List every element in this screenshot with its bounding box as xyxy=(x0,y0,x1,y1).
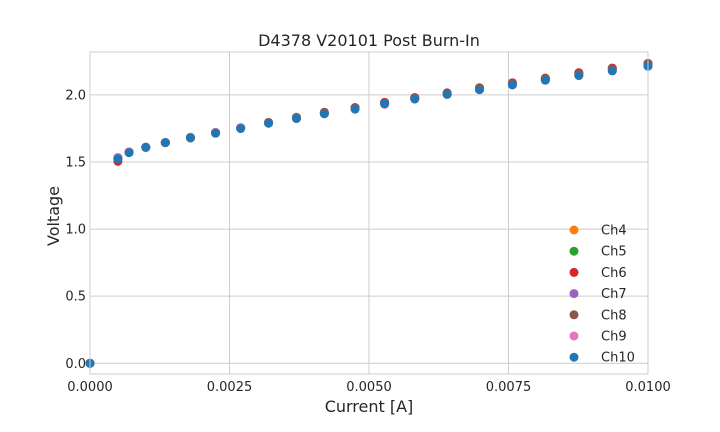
data-point xyxy=(291,113,301,123)
y-tick-label: 0.0 xyxy=(65,357,86,372)
plot-frame xyxy=(89,51,649,375)
x-tick-label: 0.0100 xyxy=(625,380,671,395)
data-point xyxy=(124,148,134,158)
y-tick-label: 0.5 xyxy=(65,290,86,305)
data-point xyxy=(264,118,274,128)
y-axis-ticks: 0.0 0.5 1.0 1.5 2.0 xyxy=(65,88,86,371)
data-point xyxy=(507,80,517,90)
x-axis-ticks: 0.0000 0.0025 0.0050 0.0075 0.0100 xyxy=(67,380,671,395)
legend-label: Ch7 xyxy=(601,287,627,302)
chart-title: D4378 V20101 Post Burn-In xyxy=(258,31,480,50)
legend-marker xyxy=(569,267,579,277)
data-point xyxy=(113,154,123,164)
legend-label: Ch8 xyxy=(601,308,627,323)
data-point xyxy=(141,142,151,152)
legend-marker xyxy=(569,310,579,320)
y-tick-label: 1.5 xyxy=(65,156,86,171)
data-point xyxy=(236,123,246,133)
data-point xyxy=(474,85,484,95)
plot-area xyxy=(85,51,653,375)
x-tick-label: 0.0000 xyxy=(67,380,113,395)
data-point xyxy=(319,109,329,119)
series-ch10 xyxy=(85,61,653,368)
data-point xyxy=(442,89,452,99)
legend-label: Ch4 xyxy=(601,224,627,239)
data-point xyxy=(380,99,390,109)
x-tick-label: 0.0025 xyxy=(207,380,253,395)
data-point xyxy=(410,94,420,104)
legend-label: Ch10 xyxy=(601,351,635,366)
legend-marker xyxy=(569,225,579,235)
legend-marker xyxy=(569,246,579,256)
legend-marker xyxy=(569,352,579,362)
y-axis-label: Voltage xyxy=(44,186,63,246)
data-point xyxy=(160,138,170,148)
data-point xyxy=(540,75,550,85)
legend: Ch4 Ch5 Ch6 Ch7 Ch8 Ch9 Ch10 xyxy=(569,224,635,366)
data-points xyxy=(85,58,653,368)
data-point xyxy=(350,104,360,114)
legend-marker xyxy=(569,289,579,299)
data-point xyxy=(185,133,195,143)
data-point xyxy=(574,70,584,80)
data-point xyxy=(607,66,617,76)
legend-marker xyxy=(569,331,579,341)
x-axis-label: Current [A] xyxy=(325,397,414,416)
legend-label: Ch6 xyxy=(601,266,627,281)
data-point xyxy=(211,128,221,138)
x-tick-label: 0.0075 xyxy=(486,380,532,395)
legend-label: Ch5 xyxy=(601,245,627,260)
y-tick-label: 1.0 xyxy=(65,223,86,238)
legend-label: Ch9 xyxy=(601,330,627,345)
x-tick-label: 0.0050 xyxy=(346,380,392,395)
y-tick-label: 2.0 xyxy=(65,88,86,103)
